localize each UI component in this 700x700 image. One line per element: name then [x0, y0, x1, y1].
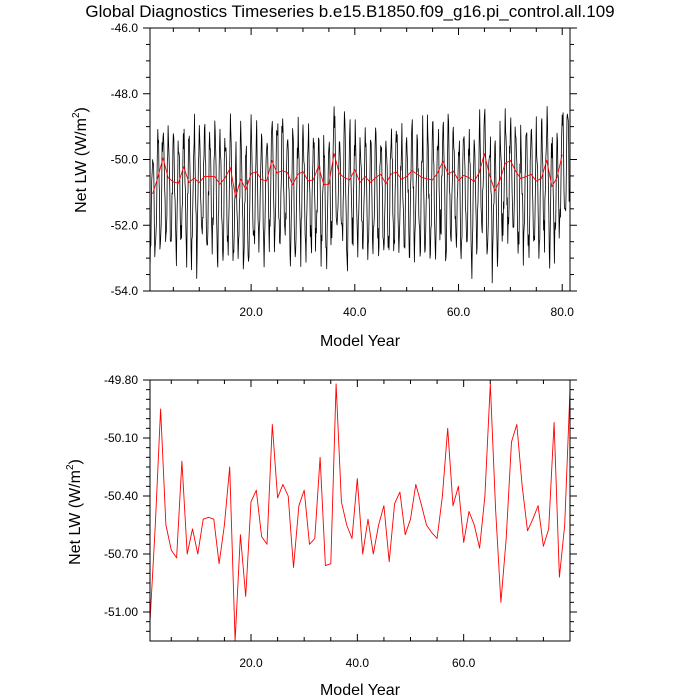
y-tick-label: -50.10 [104, 431, 138, 445]
y-tick-label: -54.0 [111, 284, 139, 298]
plot-area [150, 383, 570, 641]
y-tick-label: -50.40 [104, 489, 138, 503]
axis-ticks [143, 27, 577, 292]
y-tick-label: -52.0 [111, 218, 139, 232]
plot-frame [149, 379, 571, 642]
x-axis-label: Model Year [320, 682, 401, 699]
annual-series-line [150, 383, 570, 641]
y-tick-label: -50.0 [111, 153, 139, 167]
y-axis-label: Net LW (W/m2) [65, 459, 84, 565]
x-axis-label: Model Year [320, 333, 401, 350]
monthly-series-line [150, 106, 570, 284]
plot-area [150, 106, 570, 284]
y-tick-label: -48.0 [111, 87, 139, 101]
x-tick-label: 20.0 [239, 305, 263, 319]
figure-title: Global Diagnostics Timeseries b.e15.B185… [85, 2, 614, 21]
x-tick-label: 80.0 [551, 305, 575, 319]
y-axis-label: Net LW (W/m2) [71, 107, 90, 213]
y-tick-label: -51.00 [104, 605, 138, 619]
annual-series-line [152, 153, 563, 198]
x-tick-label: 40.0 [346, 656, 370, 670]
x-tick-label: 40.0 [343, 305, 367, 319]
y-tick-label: -50.70 [104, 547, 138, 561]
y-tick-label: -46.0 [111, 21, 139, 35]
x-tick-label: 60.0 [447, 305, 471, 319]
bottom-panel: 20.0 40.0 60.0 -51.00 -50.70 -50.40 -50.10 -49.… [65, 373, 577, 699]
x-tick-label: 60.0 [452, 656, 476, 670]
axis-ticks [143, 379, 577, 641]
x-tick-label: 20.0 [239, 656, 263, 670]
y-tick-label: -49.80 [104, 373, 138, 387]
top-panel: 20.0 40.0 60.0 80.0 -54.0 -52.0 -50.0 -48.0 -46.… [71, 21, 577, 350]
